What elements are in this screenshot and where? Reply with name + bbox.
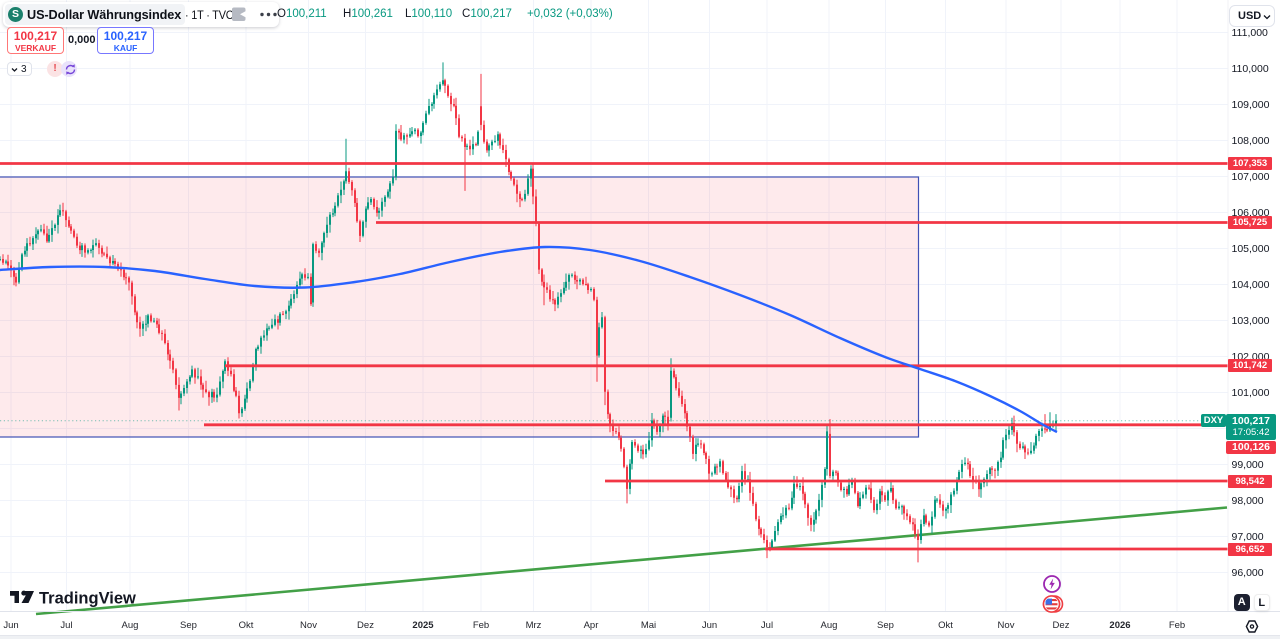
svg-text:TradingView: TradingView — [39, 590, 136, 608]
